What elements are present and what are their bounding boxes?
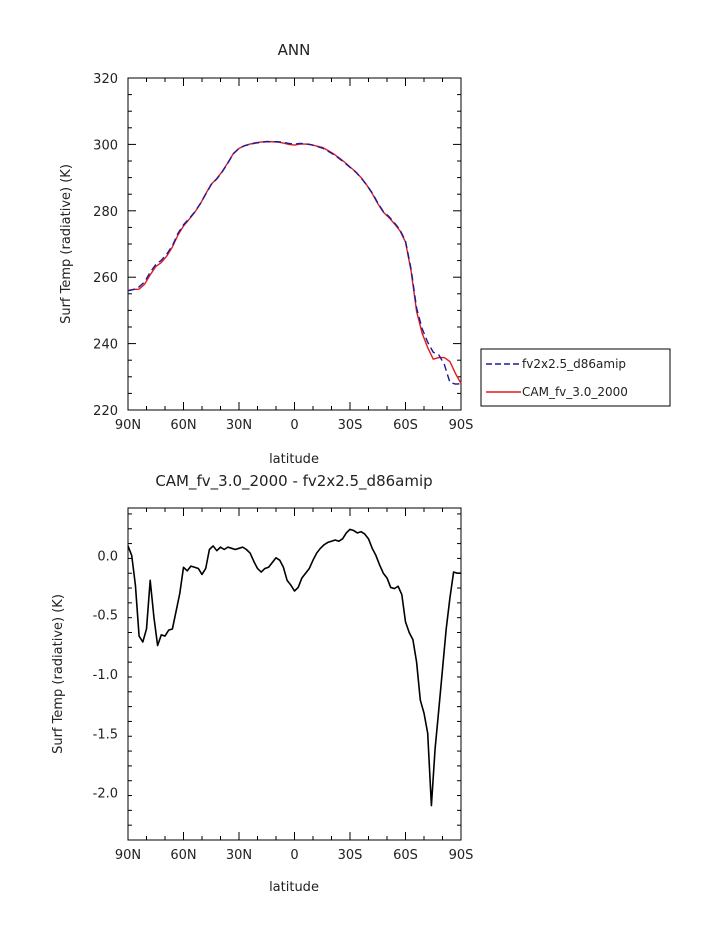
legend-entry-fv2x2-5-d86amip: fv2x2.5_d86amip [522,357,626,371]
bottom-x-tick-label: 0 [290,848,298,863]
legend: fv2x2.5_d86amip CAM_fv_3.0_2000 [480,348,671,407]
bottom-panel: CAM_fv_3.0_2000 - fv2x2.5_d86amip 90N 60N… [51,472,473,895]
legend-entry-cam-fv-3-0-2000: CAM_fv_3.0_2000 [522,385,628,399]
bottom-x-tick-label: 60N [170,848,196,863]
top-x-tick-label: 90S [449,418,474,433]
top-x-tick-label: 90N [115,418,141,433]
series-line-difference [127,528,461,807]
bottom-x-tick-label: 60S [393,848,418,863]
bottom-y-axis-label: Surf Temp (radiative) (K) [51,594,66,754]
bottom-x-tick-label: 30S [338,848,363,863]
series-line-fv2x2-5-d86amip [127,141,462,385]
bottom-chart-title: CAM_fv_3.0_2000 - fv2x2.5_d86amip [155,472,432,491]
top-y-tick-label: 300 [93,138,118,153]
bottom-x-axis-label: latitude [269,880,319,895]
top-x-tick-label: 0 [290,418,298,433]
bottom-x-tick-label: 90S [449,848,474,863]
top-y-tick-label: 320 [93,72,118,87]
top-y-tick-label: 260 [93,271,118,286]
top-x-tick-label: 30S [338,418,363,433]
top-y-tick-label: 220 [93,404,118,419]
top-y-tick-label: 240 [93,338,118,353]
top-plot-frame [127,77,462,411]
bottom-y-tick-label: -2.0 [93,787,118,802]
top-x-tick-label: 30N [226,418,252,433]
top-x-tick-label: 60N [170,418,196,433]
top-plot-area: 90N 60N 30N 0 30S 60S 90S 220 240 260 280 300 320 [93,72,473,433]
bottom-x-tick-label: 30N [226,848,252,863]
bottom-plot-frame [127,507,462,841]
bottom-y-tick-label: -1.0 [93,668,118,683]
top-chart-title: ANN [278,41,311,59]
bottom-y-tick-label: -0.5 [93,609,118,624]
top-x-tick-label: 60S [393,418,418,433]
top-y-tick-label: 280 [93,205,118,220]
bottom-y-tick-label: -1.5 [93,727,118,742]
bottom-plot-area: 90N 60N 30N 0 30S 60S 90S -2.0 -1.5 -1.0 -0.5 0.0 [93,507,474,863]
series-line-cam-fv-3-0-2000 [127,140,462,384]
top-panel: ANN 90N 60N 30N 0 30S 60S 90S 220 240 260 280 300 32… [59,41,671,467]
legend-box [480,348,671,407]
bottom-y-tick-label: 0.0 [97,549,118,564]
bottom-x-tick-label: 90N [115,848,141,863]
top-y-axis-label: Surf Temp (radiative) (K) [59,164,74,324]
top-x-axis-label: latitude [269,452,319,467]
